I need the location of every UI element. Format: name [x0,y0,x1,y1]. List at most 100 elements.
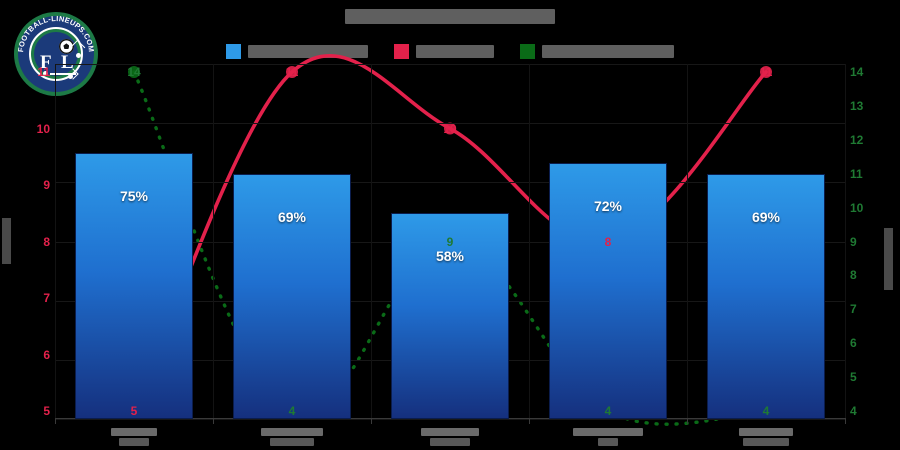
bar-value-label: 75% [119,187,149,204]
x-axis-tick [845,418,846,424]
y-axis-left-title [2,218,11,264]
bar[interactable]: 58% [391,213,509,419]
chart-legend [0,44,900,59]
data-point-label: 5 [130,404,138,418]
data-point[interactable] [760,66,772,78]
logo-brand-text: FOOTBALL-LINEUPS.COM [16,14,96,53]
category-separator [371,64,372,419]
category-separator [213,64,214,419]
chart-title [0,6,900,26]
category-separator [529,64,530,419]
category-separator [55,64,56,419]
axis-tick-label: 4 [850,404,857,418]
soccer-ball-icon [59,39,74,54]
legend-label-red-line [416,45,494,58]
plot-area: 75% 69% 58% 72% 69% [55,54,846,426]
legend-swatch-blue [226,44,241,59]
bar-value-label: 69% [277,209,307,226]
data-point-label: 9 [446,234,454,249]
data-point-label: 14 [127,65,141,79]
bar[interactable]: 69% [233,174,351,419]
line-series-green [132,70,768,426]
y-axis-right-title-redacted [884,228,893,290]
gridline [55,419,845,420]
x-axis-tick [213,418,214,424]
x-axis-tick [371,418,372,424]
axis-tick-label: 9 [850,234,857,249]
gridline [55,123,845,125]
axis-tick-label: 14 [850,65,864,79]
data-point[interactable] [286,66,298,78]
x-axis-label [573,426,643,446]
x-axis-label [421,426,479,446]
axis-tick-label: 10 [850,200,864,215]
data-point[interactable] [128,66,140,78]
legend-item-red-line[interactable] [394,44,494,59]
gridline [55,182,845,184]
axis-tick-label: 7 [850,302,857,317]
y-axis-right: 14 13 12 11 10 9 8 7 6 5 4 [850,64,898,419]
logo-letter-f: F [40,52,52,73]
axis-tick-label: 5 [43,404,50,418]
axis-tick-label: 8 [43,234,50,249]
bar-value-label: 69% [751,209,781,226]
logo-dot [76,53,81,58]
x-axis-label-redacted [261,428,323,436]
axis-tick-label: 12 [850,132,864,147]
axis-tick-label: 8 [850,268,857,283]
data-point-label: 4 [604,404,612,418]
axis-tick-label: 9 [43,178,50,192]
data-point-label: 11 [285,65,299,79]
legend-swatch-red [394,44,409,59]
data-point-label: 4 [762,404,770,418]
data-point-label: 8 [604,234,612,249]
logo-arrow-icon [50,73,76,75]
x-axis-label-redacted [270,438,314,446]
category-separator [845,64,846,419]
football-lineups-logo[interactable]: FOOTBALL-LINEUPS.COM F L [14,12,98,96]
axis-tick-label: 6 [850,336,857,351]
x-axis-label-redacted [573,428,643,436]
y-axis-left-title-redacted [2,218,11,264]
x-axis-label [261,426,323,446]
bar-value-label: 72% [593,198,623,215]
axis-tick-label: 13 [850,98,864,113]
gridline [55,64,845,65]
axis-tick-label: 10 [36,121,50,136]
data-point-label: 10 [443,121,457,136]
x-axis-tick [687,418,688,424]
logo-letter-l: L [61,52,74,73]
legend-swatch-green [520,44,535,59]
x-axis-label-redacted [739,428,793,436]
data-point[interactable] [444,122,456,135]
x-axis-label-redacted [421,428,479,436]
x-axis-label-redacted [430,438,470,446]
logo-dot [43,71,48,76]
x-axis-tick [55,418,56,424]
legend-label-green-line [542,45,674,58]
bar-value-label: 58% [435,248,465,265]
x-axis-label-redacted [743,438,789,446]
axis-tick-label: 7 [43,291,50,305]
bar[interactable]: 69% [707,174,825,419]
data-point-label: 4 [288,404,296,418]
bar[interactable]: 75% [75,152,193,419]
x-axis-label-redacted [111,428,157,436]
data-point-label: 11 [759,65,773,79]
x-axis-label-redacted [119,438,149,446]
x-axis-label-redacted [598,438,618,446]
axis-tick-label: 11 [37,65,50,79]
y-axis-right-title [884,228,893,290]
bar[interactable]: 72% [549,163,667,419]
axis-tick-label: 11 [850,166,863,181]
x-axis-label [111,426,157,446]
chart-title-redacted [345,9,555,25]
x-axis-label [739,426,793,446]
axis-tick-label: 6 [43,347,50,362]
legend-item-green-line[interactable] [520,44,674,59]
legend-label-bars [248,45,368,58]
y-axis-left: 11 10 9 8 7 6 5 [0,64,50,419]
category-separator [687,64,688,419]
axis-tick-label: 5 [850,370,857,385]
